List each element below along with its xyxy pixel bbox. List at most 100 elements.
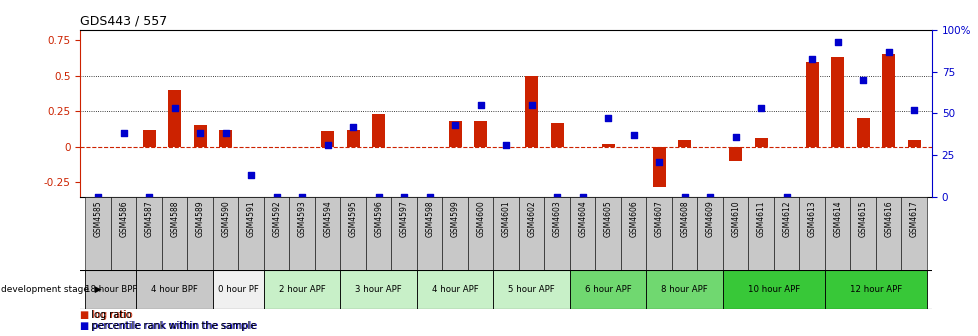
Point — [778, 194, 794, 199]
Text: 0 hour PF: 0 hour PF — [218, 285, 258, 294]
Bar — [729, 147, 741, 161]
Text: GSM4598: GSM4598 — [424, 200, 433, 237]
Bar — [645, 197, 671, 270]
Text: 10 hour APF: 10 hour APF — [747, 285, 799, 294]
Text: GSM4609: GSM4609 — [705, 200, 714, 237]
Bar — [850, 197, 875, 270]
Text: GSM4607: GSM4607 — [654, 200, 663, 237]
Text: GSM4599: GSM4599 — [450, 200, 460, 237]
Point — [269, 194, 285, 199]
Bar — [671, 197, 696, 270]
Bar — [238, 197, 264, 270]
Text: GSM4612: GSM4612 — [781, 200, 790, 237]
Point — [650, 159, 666, 164]
Point — [472, 102, 488, 108]
Bar — [448, 121, 461, 147]
Bar — [901, 197, 926, 270]
Text: 4 hour BPF: 4 hour BPF — [151, 285, 198, 294]
Point — [498, 142, 513, 148]
Text: ■ log ratio: ■ log ratio — [80, 309, 133, 320]
Text: GDS443 / 557: GDS443 / 557 — [80, 15, 167, 28]
Bar — [346, 130, 359, 147]
Bar — [569, 270, 645, 309]
Text: log ratio: log ratio — [85, 309, 132, 320]
Bar — [696, 197, 722, 270]
Bar — [754, 138, 767, 147]
Bar — [652, 147, 665, 186]
Bar — [212, 270, 264, 309]
Text: GSM4613: GSM4613 — [807, 200, 816, 237]
Bar — [875, 197, 901, 270]
Point — [549, 194, 564, 199]
Bar — [340, 197, 366, 270]
Text: GSM4600: GSM4600 — [475, 200, 485, 237]
Bar — [722, 270, 824, 309]
Bar — [493, 197, 518, 270]
Text: percentile rank within the sample: percentile rank within the sample — [85, 321, 256, 331]
Text: GSM4616: GSM4616 — [883, 200, 892, 237]
Bar — [830, 57, 843, 147]
Text: GSM4602: GSM4602 — [526, 200, 536, 237]
Bar — [391, 197, 417, 270]
Bar — [518, 197, 544, 270]
Text: GSM4611: GSM4611 — [756, 200, 765, 237]
Bar — [143, 130, 156, 147]
Bar — [366, 197, 391, 270]
Bar — [161, 197, 187, 270]
Bar — [289, 197, 315, 270]
Point — [294, 194, 310, 199]
Text: GSM4606: GSM4606 — [629, 200, 638, 237]
Bar — [595, 197, 620, 270]
Point — [244, 172, 259, 178]
Text: GSM4585: GSM4585 — [94, 200, 103, 237]
Point — [422, 194, 437, 199]
Text: GSM4588: GSM4588 — [170, 200, 179, 237]
Point — [574, 194, 590, 199]
Point — [523, 102, 539, 108]
Point — [115, 131, 131, 136]
Point — [625, 132, 641, 138]
Text: ■ percentile rank within the sample: ■ percentile rank within the sample — [80, 321, 257, 331]
Text: GSM4587: GSM4587 — [145, 200, 154, 237]
Bar — [805, 61, 818, 147]
Bar — [219, 130, 232, 147]
Point — [855, 78, 870, 83]
Bar — [722, 197, 747, 270]
Point — [880, 49, 896, 54]
Text: GSM4589: GSM4589 — [196, 200, 204, 237]
Bar — [417, 197, 442, 270]
Bar — [136, 270, 212, 309]
Text: GSM4586: GSM4586 — [119, 200, 128, 237]
Text: GSM4595: GSM4595 — [348, 200, 357, 237]
Point — [600, 116, 615, 121]
Text: GSM4591: GSM4591 — [246, 200, 255, 237]
Bar — [473, 121, 486, 147]
Bar — [856, 118, 868, 147]
Text: GSM4605: GSM4605 — [603, 200, 612, 237]
Point — [804, 56, 820, 61]
Text: 12 hour APF: 12 hour APF — [849, 285, 901, 294]
Bar — [824, 270, 926, 309]
Text: 18 hour BPF: 18 hour BPF — [85, 285, 137, 294]
Text: 6 hour APF: 6 hour APF — [584, 285, 631, 294]
Bar — [111, 197, 136, 270]
Bar — [824, 197, 850, 270]
Bar — [417, 270, 493, 309]
Text: GSM4590: GSM4590 — [221, 200, 230, 237]
Text: GSM4593: GSM4593 — [297, 200, 306, 237]
Bar — [372, 114, 384, 147]
Text: 4 hour APF: 4 hour APF — [431, 285, 478, 294]
Text: GSM4617: GSM4617 — [909, 200, 917, 237]
Text: GSM4601: GSM4601 — [501, 200, 511, 237]
Text: development stage  ▶: development stage ▶ — [1, 285, 102, 294]
Point — [752, 106, 768, 111]
Text: GSM4610: GSM4610 — [731, 200, 739, 237]
Bar — [168, 90, 181, 147]
Point — [371, 194, 386, 199]
Bar — [467, 197, 493, 270]
Bar — [569, 197, 595, 270]
Point — [829, 39, 845, 45]
Text: GSM4608: GSM4608 — [680, 200, 689, 237]
Bar — [136, 197, 161, 270]
Point — [320, 142, 335, 148]
